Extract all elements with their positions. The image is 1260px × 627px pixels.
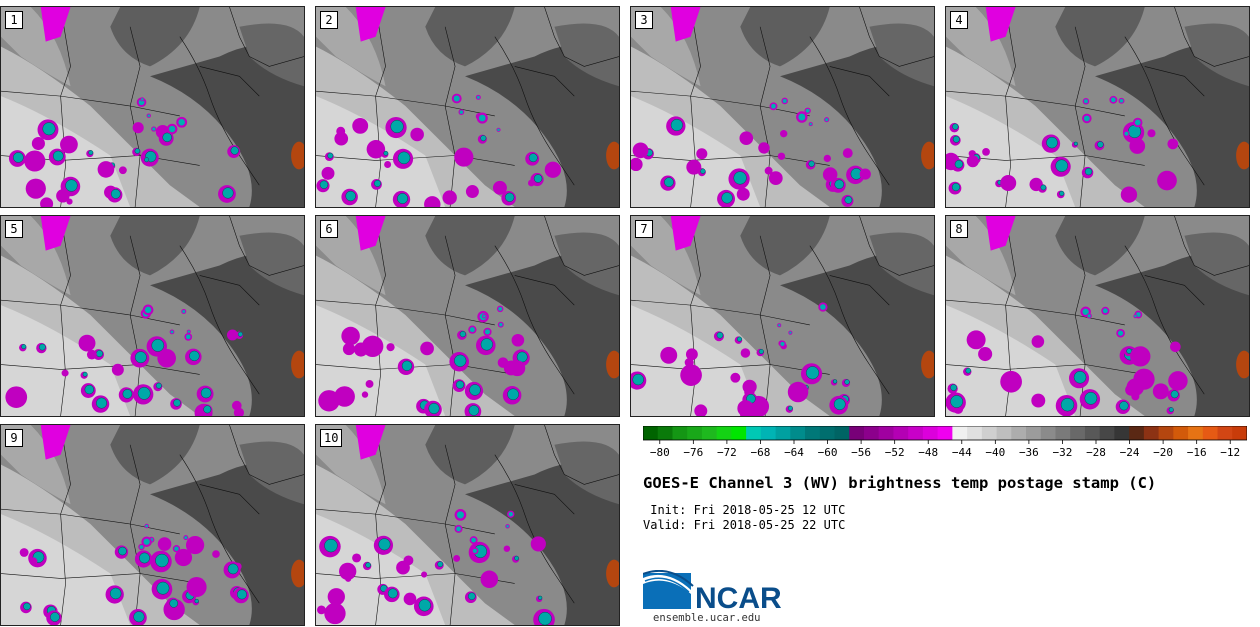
forecast-panel: 7 <box>630 215 935 417</box>
colorbar-segment <box>967 426 983 440</box>
forecast-panel: 5 <box>0 215 305 417</box>
panel-number-label: 8 <box>950 220 968 238</box>
forecast-panel: 9 <box>0 424 305 626</box>
ncar-logo: NCAR <box>643 570 782 615</box>
panel-number-label: 5 <box>5 220 23 238</box>
colorbar-segment <box>922 426 939 440</box>
colorbar-segment <box>1011 426 1027 440</box>
forecast-panel: 3 <box>630 6 935 208</box>
colorbar-segment <box>849 426 865 440</box>
colorbar-segment <box>731 426 747 440</box>
ncar-logo-text: NCAR <box>695 582 782 615</box>
colorbar-segment <box>952 426 968 440</box>
colorbar-segment <box>775 426 791 440</box>
colorbar-tick-label: −48 <box>918 446 938 459</box>
colorbar-segment <box>981 426 998 440</box>
colorbar-segment <box>863 426 880 440</box>
colorbar-segment <box>657 426 673 440</box>
panel-number-label: 1 <box>5 11 23 29</box>
colorbar-segment <box>1232 426 1247 440</box>
colorbar-segment <box>790 426 806 440</box>
init-time: Init: Fri 2018-05-25 12 UTC <box>643 503 846 517</box>
water-vapor-map <box>631 7 934 207</box>
colorbar-segment <box>1158 426 1174 440</box>
colorbar-tick-label: −56 <box>851 446 871 459</box>
colorbar-segment <box>716 426 732 440</box>
colorbar-tick-label: −40 <box>985 446 1005 459</box>
panel-number-label: 3 <box>635 11 653 29</box>
colorbar-segment <box>908 426 924 440</box>
colorbar-tick-label: −72 <box>717 446 737 459</box>
colorbar-segment <box>746 426 762 440</box>
colorbar-segment <box>805 426 821 440</box>
colorbar-segment <box>834 426 850 440</box>
colorbar-tick-label: −28 <box>1086 446 1106 459</box>
forecast-panel: 1 <box>0 6 305 208</box>
colorbar-segment <box>937 426 953 440</box>
colorbar-segment <box>1040 426 1056 440</box>
panel-number-label: 2 <box>320 11 338 29</box>
logo-url: ensemble.ucar.edu <box>653 612 761 624</box>
colorbar-tick-label: −24 <box>1120 446 1140 459</box>
colorbar-segment <box>1099 426 1115 440</box>
figure-title: GOES-E Channel 3 (WV) brightness temp po… <box>643 474 1157 492</box>
colorbar-segment <box>1114 426 1130 440</box>
colorbar-segment <box>643 426 659 440</box>
forecast-panel: 2 <box>315 6 620 208</box>
colorbar-segment <box>687 426 703 440</box>
water-vapor-map <box>946 7 1249 207</box>
colorbar-segment <box>1143 426 1160 440</box>
panel-number-label: 6 <box>320 220 338 238</box>
water-vapor-map <box>631 216 934 416</box>
valid-time: Valid: Fri 2018-05-25 22 UTC <box>643 518 846 532</box>
colorbar-segment <box>1070 426 1086 440</box>
colorbar-segment <box>1173 426 1189 440</box>
panel-number-label: 9 <box>5 429 23 447</box>
colorbar-tick-label: −20 <box>1153 446 1173 459</box>
forecast-panel: 6 <box>315 215 620 417</box>
colorbar-tick-label: −64 <box>784 446 804 459</box>
panel-number-label: 7 <box>635 220 653 238</box>
colorbar-segment <box>819 426 836 440</box>
colorbar: −80 −76 −72 −68 −64 −60 −56 −52 −48 −44 −40 −36 −32−… <box>643 426 1247 459</box>
water-vapor-map <box>1 7 304 207</box>
colorbar-tick-label: −68 <box>751 446 771 459</box>
water-vapor-map <box>316 425 619 625</box>
colorbar-segment <box>1217 426 1233 440</box>
colorbar-segment <box>701 426 718 440</box>
forecast-panel: 10 <box>315 424 620 626</box>
colorbar-segment <box>1188 426 1204 440</box>
colorbar-segment <box>672 426 688 440</box>
colorbar-tick-label: −52 <box>885 446 905 459</box>
water-vapor-map <box>316 216 619 416</box>
colorbar-segment <box>996 426 1012 440</box>
colorbar-segment <box>878 426 894 440</box>
colorbar-tick-label: −32 <box>1053 446 1073 459</box>
water-vapor-map <box>1 425 304 625</box>
colorbar-tick-label: −16 <box>1187 446 1207 459</box>
panel-number-label: 4 <box>950 11 968 29</box>
colorbar-tick-label: −36 <box>1019 446 1039 459</box>
colorbar-segment <box>1202 426 1219 440</box>
colorbar-tick-label: −60 <box>818 446 838 459</box>
colorbar-tick-label: −44 <box>952 446 972 459</box>
water-vapor-map <box>946 216 1249 416</box>
forecast-panel: 8 <box>945 215 1250 417</box>
colorbar-segment <box>1055 426 1071 440</box>
colorbar-segment <box>760 426 777 440</box>
colorbar-segment <box>1026 426 1042 440</box>
water-vapor-map <box>316 7 619 207</box>
colorbar-tick-label: −76 <box>683 446 703 459</box>
colorbar-tick-label: −12 <box>1220 446 1240 459</box>
panel-number-label: 10 <box>320 429 343 447</box>
colorbar-segment <box>893 426 909 440</box>
water-vapor-map <box>1 216 304 416</box>
colorbar-tick-label: −80 <box>650 446 670 459</box>
colorbar-segment <box>1129 426 1145 440</box>
colorbar-segment <box>1084 426 1101 440</box>
forecast-panel: 4 <box>945 6 1250 208</box>
